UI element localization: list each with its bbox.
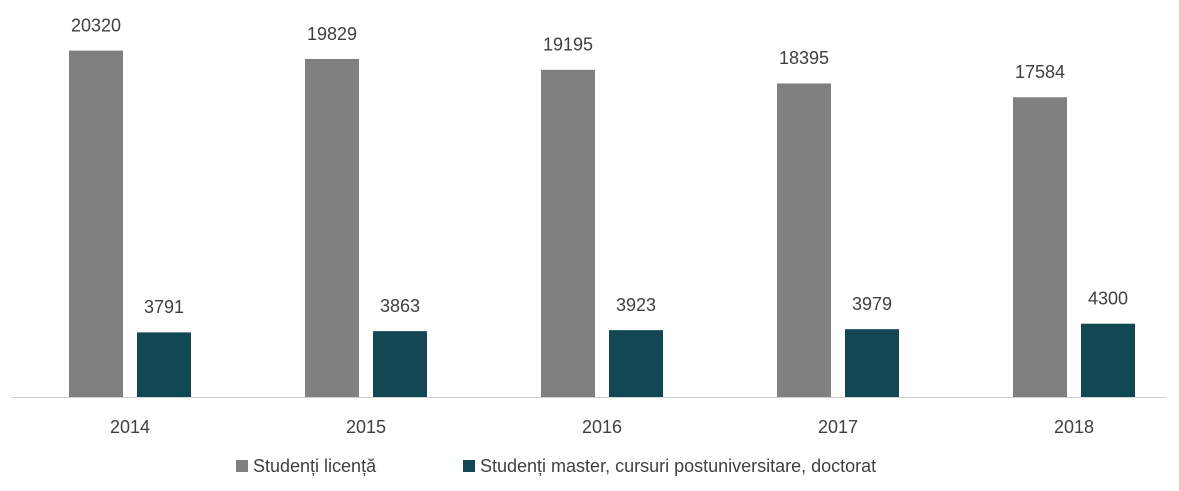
legend-swatch [463,460,475,472]
bar [137,332,191,397]
legend-label: Studenți licență [253,456,377,476]
bar [305,59,359,398]
bar [373,331,427,397]
value-label: 3923 [616,295,656,315]
bar [1081,323,1135,397]
bar [69,50,123,398]
legend-swatch [236,460,248,472]
value-label: 3791 [144,297,184,317]
x-tick-label: 2017 [818,417,858,437]
value-label: 4300 [1088,288,1128,308]
bar [777,83,831,398]
x-tick-label: 2016 [582,417,622,437]
x-tick-label: 2015 [346,417,386,437]
x-tick-label: 2018 [1054,417,1094,437]
bar [1013,97,1067,397]
bar [541,69,595,397]
value-label: 19195 [543,35,593,55]
value-label: 17584 [1015,62,1065,82]
value-label: 19829 [307,24,357,44]
bar [609,330,663,397]
value-label: 3979 [852,294,892,314]
x-tick-label: 2014 [110,417,150,437]
value-label: 20320 [71,15,121,35]
value-label: 18395 [779,48,829,68]
bar [845,329,899,397]
value-label: 3863 [380,296,420,316]
legend-label: Studenți master, cursuri postuniversitar… [480,456,876,476]
